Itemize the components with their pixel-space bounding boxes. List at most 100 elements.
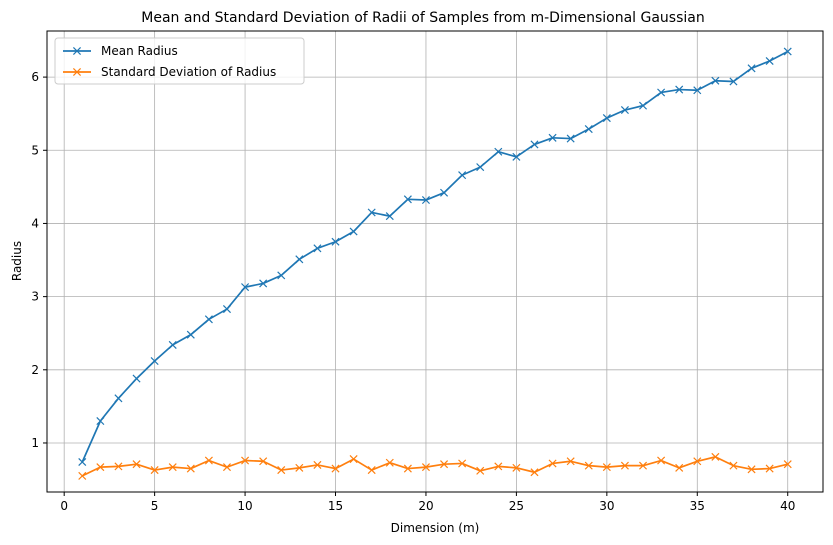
- data-point: [96, 416, 105, 426]
- data-point: [584, 461, 593, 470]
- data-point: [729, 461, 738, 470]
- legend-item: Mean Radius: [63, 44, 178, 58]
- plot-frame: [46, 30, 824, 493]
- x-tick-label: 15: [328, 499, 343, 513]
- data-point: [747, 64, 756, 73]
- data-point: [385, 458, 394, 467]
- series-layer: [78, 47, 792, 480]
- legend-item: Standard Deviation of Radius: [63, 65, 276, 79]
- data-point: [150, 356, 159, 366]
- data-point: [114, 462, 123, 471]
- data-point: [132, 460, 141, 469]
- data-point: [783, 47, 792, 56]
- data-point: [602, 114, 611, 123]
- x-axis-label: Dimension (m): [391, 521, 480, 535]
- data-point: [331, 464, 340, 473]
- data-point: [693, 86, 702, 95]
- data-point: [349, 455, 358, 464]
- data-point: [168, 463, 177, 472]
- data-point: [675, 85, 684, 94]
- data-point: [620, 106, 629, 115]
- data-point: [638, 461, 648, 470]
- data-point: [620, 461, 629, 470]
- x-tick-label: 20: [418, 499, 433, 513]
- data-point: [638, 101, 648, 110]
- data-point: [512, 463, 521, 472]
- data-point: [277, 466, 286, 475]
- x-tick-label: 25: [509, 499, 524, 513]
- x-tick-label: 5: [151, 499, 159, 513]
- data-point: [295, 255, 304, 264]
- data-point: [132, 374, 141, 383]
- grid: [47, 31, 823, 492]
- data-point: [259, 279, 268, 288]
- data-point: [494, 147, 503, 156]
- data-point: [186, 464, 195, 473]
- data-point: [331, 237, 340, 246]
- data-point: [765, 464, 774, 473]
- data-point: [729, 77, 738, 86]
- data-point: [566, 457, 575, 466]
- x-tick-label: 35: [690, 499, 705, 513]
- data-point: [657, 456, 666, 465]
- x-tick-label: 40: [780, 499, 795, 513]
- x-tick-label: 0: [60, 499, 68, 513]
- legend: Mean Radius Standard Deviation of Radius: [54, 37, 305, 85]
- data-point: [747, 465, 756, 474]
- data-point: [458, 171, 467, 180]
- series-mean-radius: [78, 47, 792, 467]
- data-point: [530, 140, 539, 149]
- chart-title: Mean and Standard Deviation of Radii of …: [141, 10, 704, 26]
- y-tick-label: 4: [31, 216, 39, 230]
- data-point: [367, 208, 376, 217]
- data-point: [711, 452, 720, 461]
- data-point: [512, 152, 521, 161]
- data-point: [566, 134, 575, 143]
- y-tick-label: 6: [31, 70, 39, 84]
- data-point: [548, 133, 557, 142]
- data-point: [313, 244, 322, 253]
- data-point: [476, 163, 485, 172]
- data-point: [403, 195, 412, 204]
- legend-swatch-marker: [72, 67, 82, 77]
- data-point: [96, 463, 105, 472]
- data-point: [783, 460, 792, 469]
- data-point: [150, 466, 159, 475]
- legend-label: Mean Radius: [101, 44, 178, 58]
- data-point: [259, 457, 268, 466]
- data-point: [385, 212, 394, 221]
- y-tick-label: 2: [31, 363, 39, 377]
- data-point: [295, 463, 304, 472]
- data-point: [349, 227, 358, 236]
- data-point: [440, 188, 449, 197]
- data-point: [222, 463, 232, 472]
- data-point: [168, 340, 177, 349]
- data-point: [241, 456, 250, 465]
- series-std-radius: [78, 452, 792, 480]
- data-point: [711, 76, 720, 85]
- data-point: [367, 466, 376, 475]
- data-point: [530, 468, 539, 477]
- data-point: [693, 457, 702, 466]
- data-point: [403, 464, 412, 473]
- data-point: [204, 315, 213, 324]
- x-tick-label: 10: [237, 499, 252, 513]
- legend-label: Standard Deviation of Radius: [101, 65, 276, 79]
- data-point: [421, 196, 430, 205]
- data-point: [584, 125, 593, 134]
- data-point: [241, 283, 250, 292]
- y-tick-label: 3: [31, 290, 39, 304]
- data-point: [476, 466, 485, 475]
- series-line: [81, 50, 789, 463]
- data-point: [602, 463, 611, 472]
- legend-swatch-marker: [72, 46, 82, 56]
- data-point: [548, 459, 557, 468]
- data-point: [277, 271, 286, 280]
- data-point: [458, 459, 467, 468]
- ticks: 0 5 10 15 20 25 30 35 40 1 2 3 4 5 6: [31, 70, 795, 513]
- data-point: [675, 463, 684, 472]
- data-point: [765, 56, 774, 66]
- data-point: [440, 460, 449, 469]
- data-point: [186, 330, 195, 339]
